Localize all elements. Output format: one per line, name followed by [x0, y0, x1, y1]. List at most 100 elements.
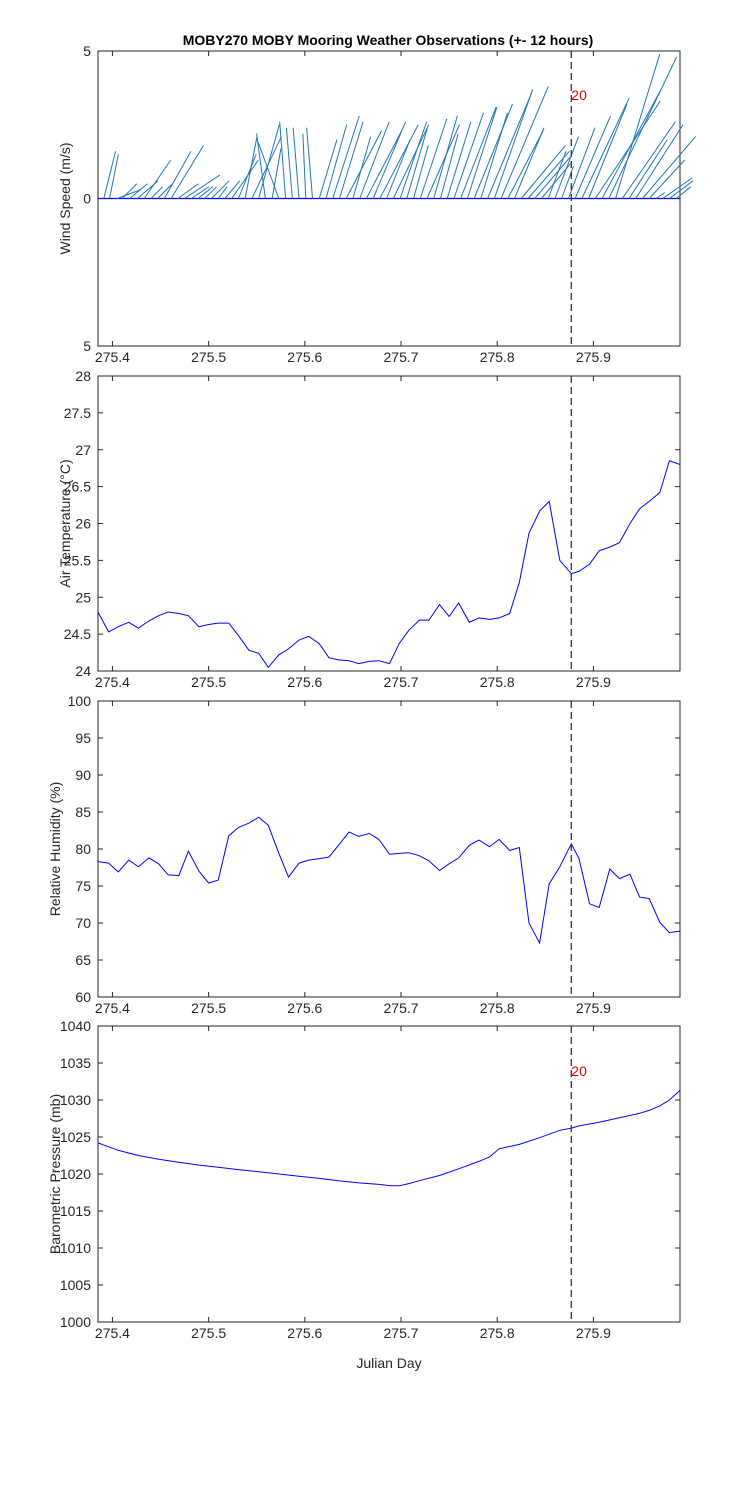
y-tick-label: 1030 [60, 1092, 91, 1108]
wind-vector [197, 186, 214, 199]
x-tick-label: 275.8 [480, 1325, 515, 1341]
y-tick-label: 95 [75, 730, 91, 746]
y-tick-label: 24 [75, 663, 91, 679]
y-axis-label: Air Temperature (°C) [57, 459, 73, 587]
axes-frame [97, 375, 681, 672]
y-tick-label: 90 [75, 767, 91, 783]
wind-vector [306, 127, 314, 199]
wind-vector [608, 56, 678, 199]
wind-vector [588, 103, 628, 199]
wind-vector [514, 127, 545, 199]
y-tick-label: 1035 [60, 1055, 91, 1071]
wind-vector [419, 118, 448, 199]
wind-vector [500, 86, 549, 199]
wind-vector [231, 159, 259, 199]
y-tick-label: 65 [75, 952, 91, 968]
x-tick-label: 275.8 [480, 349, 515, 365]
wind-vector [520, 145, 566, 199]
wind-vector [426, 124, 460, 199]
series-line [97, 816, 681, 945]
y-tick-label: 27 [75, 442, 91, 458]
x-tick-label: 275.4 [95, 1325, 130, 1341]
y-tick-label: 25 [75, 589, 91, 605]
x-tick-label: 275.5 [191, 674, 226, 690]
x-tick-label: 275.6 [287, 674, 322, 690]
wind-vector [567, 127, 596, 199]
wind-vector [103, 151, 117, 199]
x-tick-label: 275.9 [576, 349, 611, 365]
y-axis-label: Barometric Pressure (mb) [47, 1094, 63, 1254]
wind-vector [399, 121, 428, 199]
wind-vector [554, 136, 580, 199]
wind-vector [157, 183, 173, 199]
wind-vector [439, 133, 459, 199]
panel-3: 60 65 70 75 80 85 90 95 100 275.4 275.5 275.6 275.7 2… [47, 693, 681, 1016]
series-line [97, 460, 681, 669]
wind-vector [244, 136, 258, 199]
x-tick-label: 275.6 [287, 1000, 322, 1016]
wind-vector [365, 130, 403, 199]
wind-vector [117, 189, 142, 199]
wind-vector [224, 180, 241, 199]
y-tick-label: 80 [75, 841, 91, 857]
wind-vector [325, 124, 348, 199]
y-tick-label: 1020 [60, 1166, 91, 1182]
wind-vector [460, 106, 497, 199]
wind-vector [150, 186, 164, 199]
wind-vector [386, 139, 411, 199]
wind-vector [211, 180, 230, 199]
y-tick-label: 75 [75, 878, 91, 894]
panel-2: 24 24.5 25 25.5 26 26.5 27 27.5 28 275.4 275.5 275.… [57, 368, 681, 690]
wind-vector [352, 136, 372, 199]
wind-vector [271, 148, 282, 199]
series-line [97, 1090, 681, 1187]
x-tick-label: 275.4 [95, 1000, 130, 1016]
x-tick-label: 275.7 [384, 349, 419, 365]
wind-vector [662, 177, 693, 199]
wind-vector [473, 103, 513, 199]
y-tick-label: 24.5 [64, 626, 91, 642]
wind-vector [534, 156, 571, 199]
wind-vector [129, 183, 148, 199]
axes-frame [97, 700, 681, 998]
x-tick-label: 275.7 [384, 1000, 419, 1016]
wind-vector [642, 136, 696, 199]
x-tick-label: 275.5 [191, 1325, 226, 1341]
x-tick-label: 275.4 [95, 674, 130, 690]
wind-vector [487, 92, 533, 199]
x-axis-label: Julian Day [356, 1355, 421, 1371]
wind-vector [251, 136, 282, 199]
x-tick-label: 275.5 [191, 349, 226, 365]
wind-vector [257, 142, 280, 199]
x-tick-label: 275.7 [384, 1325, 419, 1341]
wind-vector [601, 89, 662, 199]
figure-title: MOBY270 MOBY Mooring Weather Observation… [183, 32, 594, 48]
wind-vector [594, 100, 661, 199]
x-tick-label: 275.8 [480, 674, 515, 690]
wind-vector [621, 121, 676, 199]
y-tick-label: 0 [83, 191, 91, 207]
x-tick-label: 275.9 [576, 674, 611, 690]
wind-vector [547, 151, 567, 199]
x-tick-label: 275.6 [287, 1325, 322, 1341]
x-tick-label: 275.7 [384, 674, 419, 690]
y-tick-label: 100 [68, 693, 92, 709]
y-tick-label: 26 [75, 516, 91, 532]
y-tick-label: 26.5 [64, 479, 91, 495]
wind-vector [527, 150, 570, 199]
wind-vector [561, 165, 574, 199]
wind-vector [574, 115, 612, 199]
wind-vector [338, 121, 364, 199]
wind-vector [655, 192, 666, 199]
wind-vector [256, 133, 266, 199]
y-tick-label: 1010 [60, 1240, 91, 1256]
wind-vector [392, 124, 430, 199]
wind-vector [279, 121, 287, 199]
wind-vector [635, 124, 684, 199]
x-tick-label: 275.8 [480, 1000, 515, 1016]
wind-vector [204, 186, 217, 199]
x-tick-label: 275.4 [95, 349, 130, 365]
